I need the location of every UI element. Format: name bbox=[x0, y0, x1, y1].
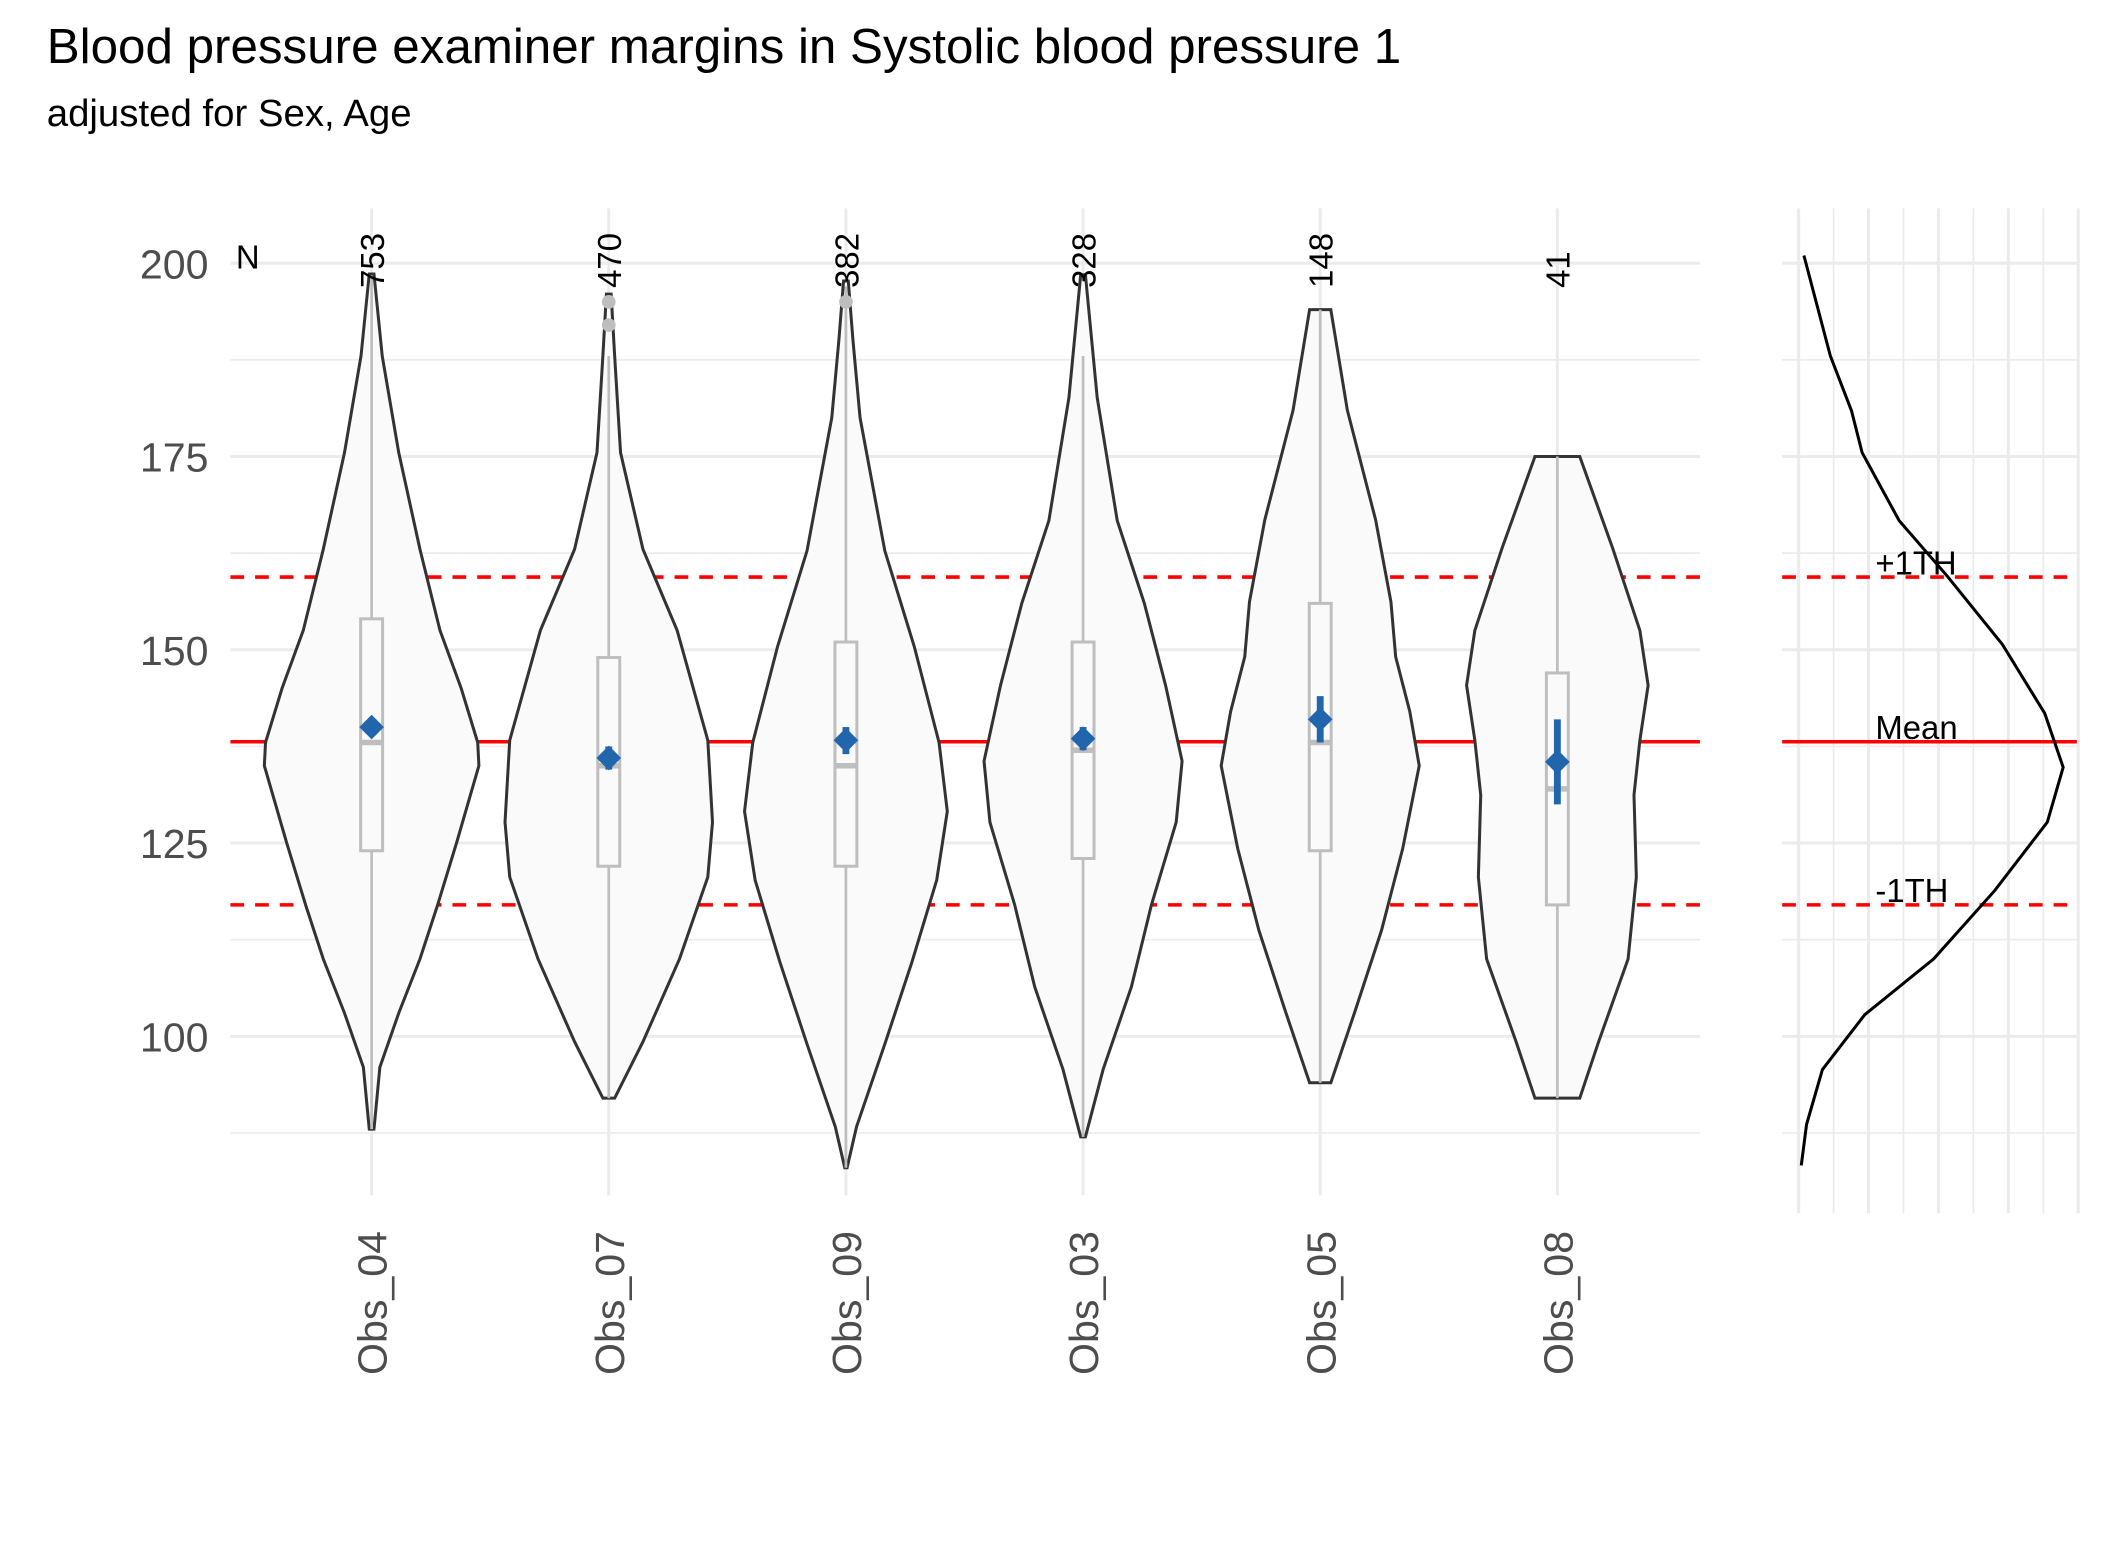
violin-Obs_07 bbox=[503, 292, 715, 1100]
mean-marker bbox=[1545, 749, 1570, 775]
n-label: 382 bbox=[828, 233, 865, 288]
n-label: 753 bbox=[354, 233, 391, 288]
violins bbox=[262, 272, 1650, 1170]
mean-marker bbox=[596, 745, 622, 771]
marginal-density-curve bbox=[1799, 255, 2065, 1166]
mean-marker bbox=[833, 727, 859, 753]
y-tick-label: 200 bbox=[140, 241, 209, 287]
box-Obs_05 bbox=[1307, 601, 1333, 853]
outlier-point bbox=[601, 318, 616, 332]
x-tick-label: Obs_07 bbox=[587, 1231, 633, 1375]
n-header: N bbox=[236, 239, 260, 276]
box-Obs_07 bbox=[596, 655, 622, 868]
y-tick-label: 100 bbox=[140, 1014, 209, 1060]
mean-marker bbox=[1307, 707, 1333, 732]
y-tick-label: 125 bbox=[140, 821, 209, 867]
violin-Obs_04 bbox=[262, 272, 481, 1131]
n-label: 470 bbox=[591, 233, 628, 288]
chart-subtitle: adjusted for Sex, Age bbox=[47, 92, 412, 135]
ref-label: +1TH bbox=[1875, 544, 1956, 581]
ref-label: -1TH bbox=[1875, 872, 1948, 909]
x-tick-label: Obs_04 bbox=[350, 1231, 396, 1375]
mean-marker bbox=[359, 714, 384, 740]
y-tick-label: 175 bbox=[140, 435, 209, 481]
outlier-point bbox=[839, 294, 853, 309]
violin-Obs_03 bbox=[982, 273, 1184, 1139]
chart-title: Blood pressure examiner margins in Systo… bbox=[47, 19, 1401, 74]
outlier-point bbox=[601, 294, 616, 309]
box-Obs_09 bbox=[833, 640, 859, 868]
x-tick-label: Obs_03 bbox=[1061, 1231, 1107, 1375]
marginal-density-panel: +1TH Mean -1TH bbox=[1799, 255, 2065, 1166]
axis-ticks: 100 125 150 175 200 753 Obs_04 470 Obs_07 382 Obs_… bbox=[140, 233, 1582, 1375]
x-tick-label: Obs_08 bbox=[1535, 1231, 1581, 1375]
y-tick-label: 150 bbox=[140, 628, 209, 674]
x-tick-label: Obs_09 bbox=[824, 1231, 870, 1375]
n-label: 328 bbox=[1065, 233, 1102, 288]
x-tick-label: Obs_05 bbox=[1298, 1231, 1344, 1375]
n-label: 41 bbox=[1540, 251, 1577, 288]
box-Obs_04 bbox=[359, 617, 385, 853]
n-label: 148 bbox=[1303, 233, 1340, 288]
ref-label: Mean bbox=[1875, 709, 1957, 746]
